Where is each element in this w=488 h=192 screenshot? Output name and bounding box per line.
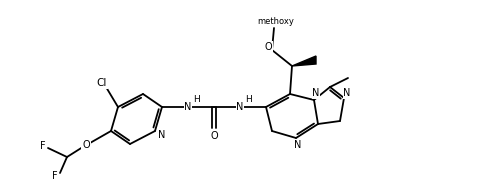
Text: F: F	[52, 171, 58, 181]
Text: H: H	[244, 95, 251, 104]
Text: N: N	[294, 140, 302, 150]
Text: O: O	[264, 42, 272, 52]
Text: N: N	[344, 88, 351, 98]
Polygon shape	[292, 56, 316, 66]
Text: H: H	[193, 95, 200, 104]
Text: F: F	[40, 141, 46, 151]
Text: N: N	[312, 88, 320, 98]
Text: N: N	[184, 102, 192, 112]
Text: O: O	[210, 131, 218, 141]
Text: methoxy: methoxy	[258, 17, 294, 26]
Text: N: N	[158, 130, 166, 140]
Text: Cl: Cl	[97, 78, 107, 88]
Text: O: O	[82, 140, 90, 150]
Text: N: N	[236, 102, 244, 112]
